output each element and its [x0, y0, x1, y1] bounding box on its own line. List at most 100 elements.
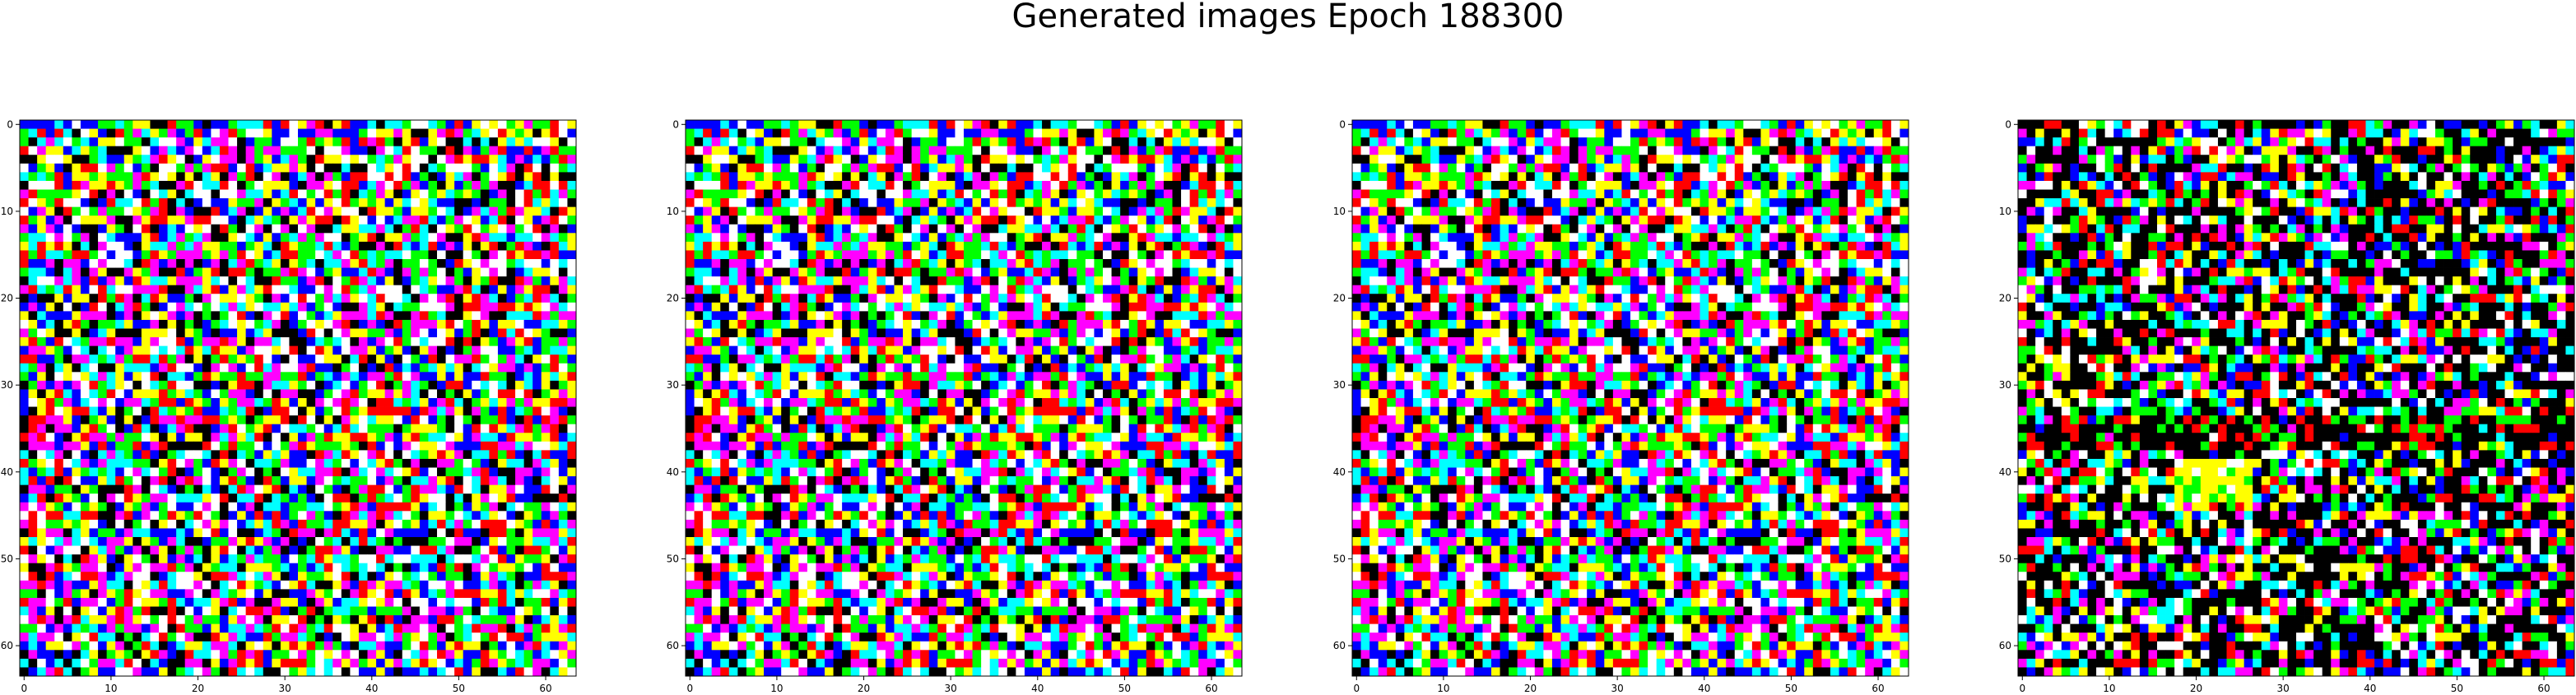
pixel	[515, 198, 525, 208]
pixel	[703, 128, 713, 138]
pixel	[532, 476, 542, 486]
pixel	[211, 363, 221, 373]
pixel	[472, 572, 481, 581]
pixel	[367, 441, 377, 451]
pixel	[437, 267, 446, 277]
pixel	[89, 345, 99, 355]
pixel	[1076, 215, 1086, 225]
pixel	[454, 441, 464, 451]
pixel	[341, 224, 351, 234]
pixel	[89, 433, 99, 442]
pixel	[219, 572, 229, 581]
pixel	[515, 233, 525, 243]
pixel	[411, 294, 421, 303]
pixel	[558, 623, 568, 633]
pixel	[202, 189, 212, 199]
pixel	[393, 233, 403, 243]
pixel	[245, 484, 255, 494]
pixel	[445, 328, 455, 338]
pixel	[72, 206, 81, 216]
pixel	[123, 433, 133, 442]
pixel	[323, 337, 333, 347]
pixel	[280, 337, 290, 347]
pixel	[176, 554, 186, 564]
pixel	[280, 623, 290, 633]
pixel	[867, 224, 877, 234]
pixel	[358, 650, 368, 660]
pixel	[45, 606, 55, 616]
pixel	[176, 345, 186, 355]
pixel	[497, 589, 507, 599]
pixel	[480, 537, 490, 546]
pixel	[228, 406, 238, 416]
pixel	[376, 572, 386, 581]
pixel	[567, 572, 577, 581]
pixel	[515, 658, 525, 668]
pixel	[323, 441, 333, 451]
pixel	[193, 259, 203, 268]
pixel	[1016, 155, 1025, 164]
pixel	[428, 155, 438, 164]
pixel	[1189, 146, 1199, 155]
pixel	[141, 467, 151, 477]
pixel	[184, 137, 194, 147]
pixel	[515, 276, 525, 286]
pixel	[150, 632, 160, 642]
pixel	[489, 554, 499, 564]
pixel	[454, 224, 464, 234]
pixel	[532, 424, 542, 433]
pixel	[323, 554, 333, 564]
pixel	[428, 458, 438, 468]
pixel	[176, 155, 186, 164]
pixel	[550, 180, 560, 190]
pixel	[80, 363, 90, 373]
pixel	[955, 137, 965, 147]
pixel	[20, 537, 29, 546]
pixel	[506, 597, 516, 607]
pixel	[63, 606, 72, 616]
pixel	[280, 372, 290, 382]
pixel	[289, 206, 299, 216]
pixel	[955, 206, 965, 216]
pixel	[567, 502, 577, 512]
pixel	[1224, 155, 1234, 164]
pixel	[428, 328, 438, 338]
pixel	[141, 519, 151, 529]
pixel	[358, 233, 368, 243]
pixel	[245, 450, 255, 460]
pixel	[1189, 198, 1199, 208]
pixel	[45, 537, 55, 546]
pixel	[402, 589, 412, 599]
pixel	[45, 267, 55, 277]
pixel	[541, 233, 551, 243]
pixel	[63, 406, 72, 416]
pixel	[558, 276, 568, 286]
pixel	[315, 137, 325, 147]
pixel	[202, 337, 212, 347]
pixel	[489, 372, 499, 382]
pixel	[106, 597, 116, 607]
pixel	[550, 484, 560, 494]
pixel	[358, 328, 368, 338]
pixel	[523, 137, 533, 147]
pixel	[532, 563, 542, 572]
pixel	[506, 389, 516, 399]
pixel	[245, 206, 255, 216]
pixel	[489, 224, 499, 234]
pixel	[489, 198, 499, 208]
pixel	[106, 476, 116, 486]
pixel	[911, 155, 921, 164]
pixel	[315, 319, 325, 329]
pixel	[506, 589, 516, 599]
pixel	[28, 398, 38, 407]
pixel	[764, 128, 774, 138]
pixel	[850, 206, 860, 216]
pixel	[72, 189, 81, 199]
pixel	[1146, 120, 1155, 129]
pixel	[150, 276, 160, 286]
pixel	[393, 493, 403, 503]
pixel	[298, 580, 307, 590]
pixel	[550, 606, 560, 616]
pixel	[558, 163, 568, 173]
pixel	[746, 120, 756, 129]
